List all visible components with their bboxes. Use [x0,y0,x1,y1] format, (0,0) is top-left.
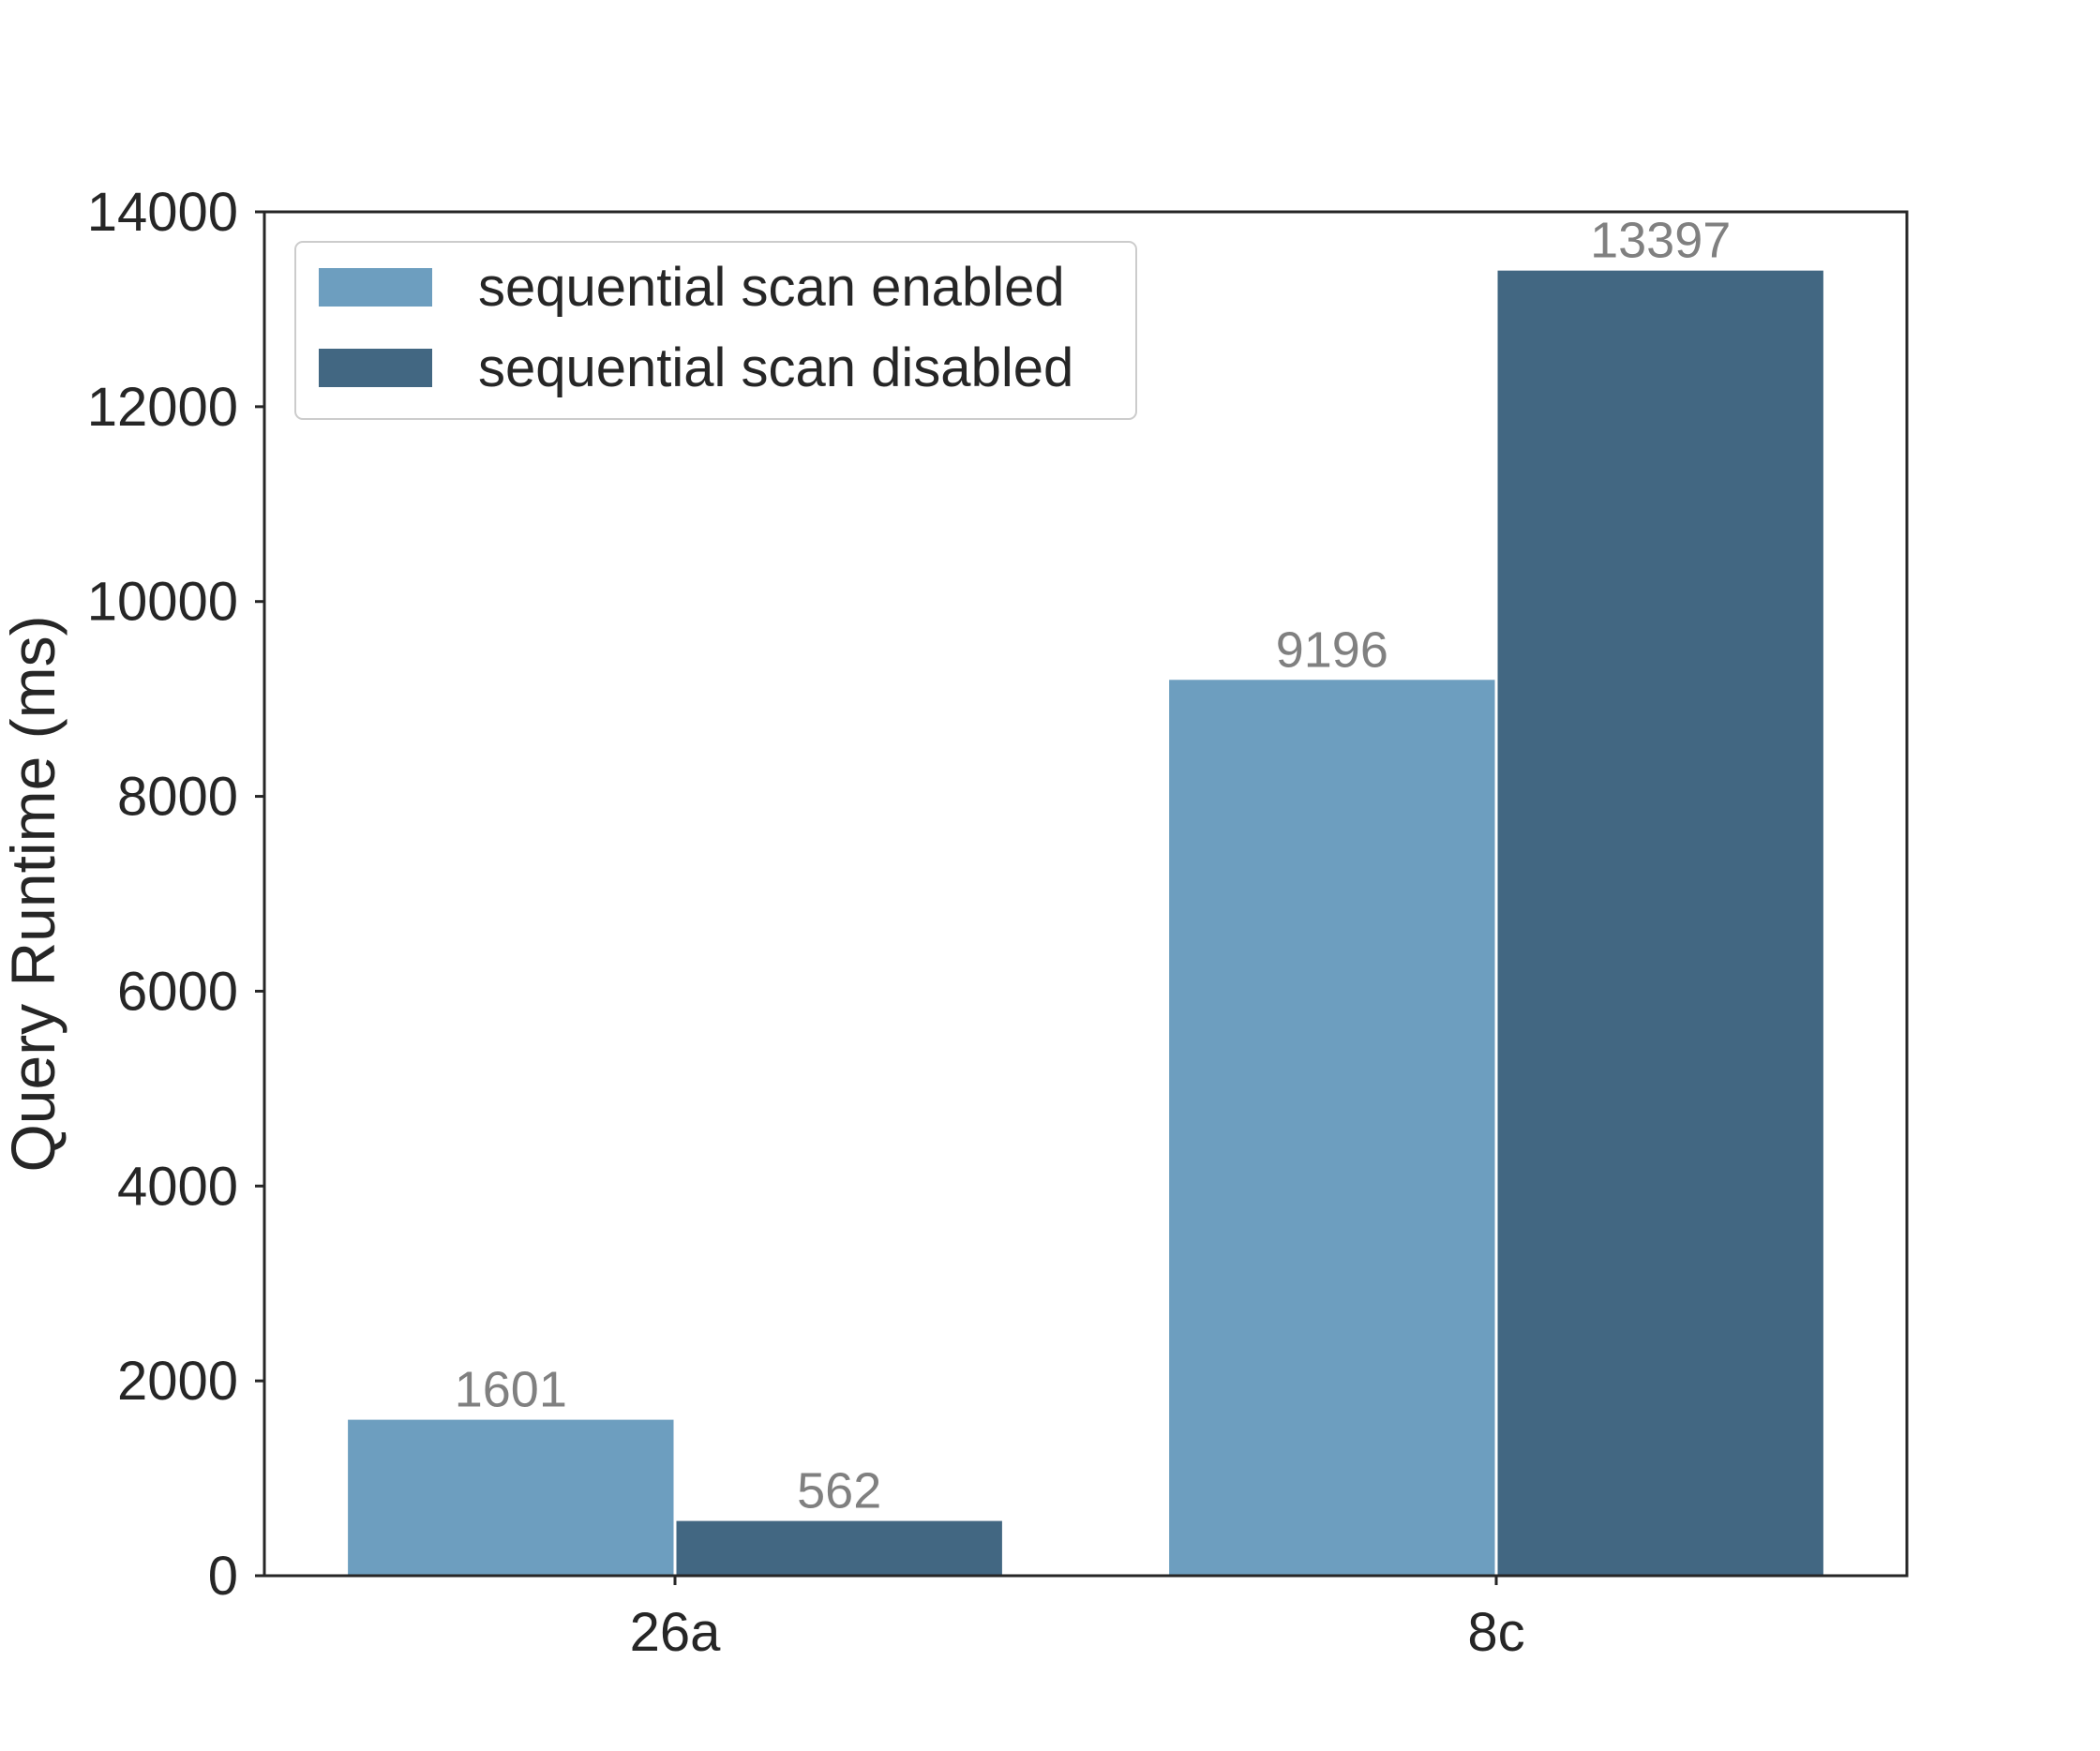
y-tick-label: 2000 [117,1351,238,1412]
bar-26a-series-1 [348,1419,674,1576]
legend: sequential scan enabled sequential scan d… [294,241,1137,420]
legend-swatch-series-1 [319,268,432,307]
legend-label-series-1: sequential scan enabled [478,257,1065,318]
bars-layer [348,270,1823,1576]
bar-8c-series-1 [1169,680,1495,1576]
data-label-26a-series-1: 1601 [455,1362,567,1418]
data-label-26a-series-2: 562 [797,1463,881,1519]
bar-8c-series-2 [1497,270,1823,1576]
data-label-8c-series-1: 9196 [1276,621,1388,678]
y-tick-label: 12000 [87,377,238,438]
bar-26a-series-2 [676,1520,1002,1576]
y-axis-title: Query Runtime (ms) [0,615,68,1172]
y-tick-label: 4000 [117,1156,238,1217]
data-labels-layer: 1601 562 9196 13397 [455,213,1732,1519]
data-label-8c-series-2: 13397 [1590,213,1731,269]
y-tick-label: 0 [208,1546,238,1607]
y-tick-label: 8000 [117,767,238,828]
y-axis-ticks: 0 2000 4000 6000 8000 10000 12000 14000 [87,182,264,1607]
x-axis-ticks: 26a 8c [630,1576,1525,1663]
legend-label-series-2: sequential scan disabled [478,337,1073,398]
y-tick-label: 10000 [87,572,238,633]
x-tick-label: 8c [1467,1602,1524,1663]
legend-box [294,241,1137,420]
y-tick-label: 14000 [87,182,238,243]
legend-swatch-series-2 [319,349,432,387]
plot-frame [262,210,1909,1578]
y-tick-label: 6000 [117,961,238,1022]
x-tick-label: 26a [630,1602,722,1663]
